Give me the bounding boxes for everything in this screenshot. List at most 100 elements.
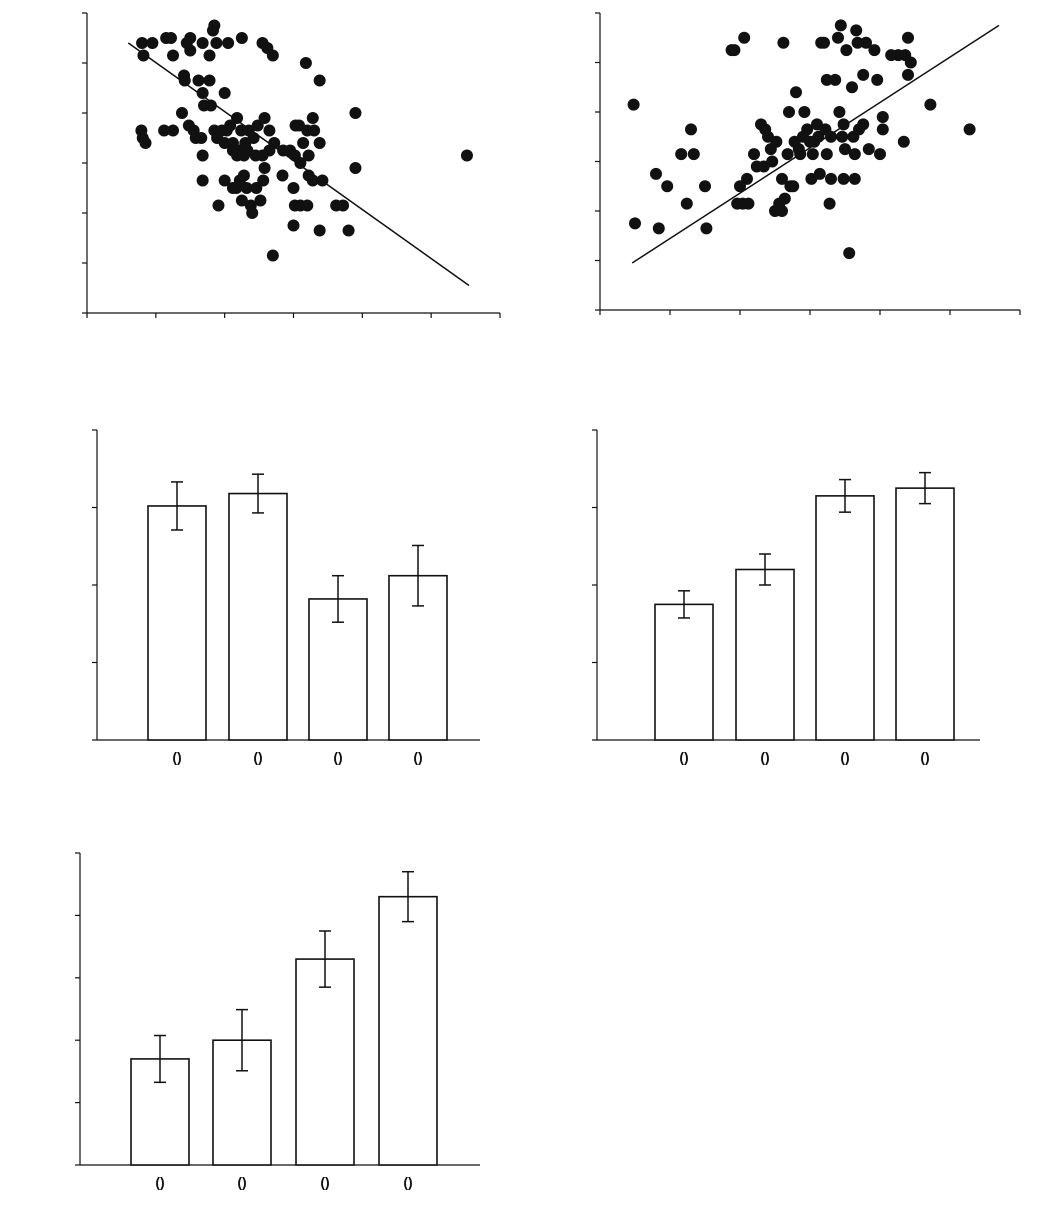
regression-line — [127, 42, 470, 287]
data-point — [850, 24, 863, 37]
data-point — [860, 36, 872, 49]
data-point — [301, 199, 314, 212]
data-point — [650, 167, 662, 180]
category-paren: ( — [403, 1174, 408, 1190]
data-point — [164, 32, 177, 44]
data-point — [837, 172, 850, 185]
category-paren: ) — [408, 1174, 413, 1190]
data-point — [820, 73, 833, 86]
data-point — [629, 217, 641, 230]
x-category-label: () — [920, 749, 929, 765]
data-point — [825, 130, 837, 143]
data-point — [257, 174, 270, 187]
data-point — [139, 137, 152, 149]
data-point — [258, 162, 271, 174]
x-category-label: () — [253, 749, 262, 765]
data-point — [904, 56, 917, 69]
data-point — [203, 74, 216, 87]
category-paren: ( — [333, 749, 338, 765]
data-point — [823, 197, 836, 210]
bar — [654, 603, 714, 741]
data-point — [287, 219, 300, 232]
data-point — [776, 172, 788, 185]
data-point — [203, 49, 216, 62]
data-point — [313, 137, 326, 149]
data-point — [306, 112, 319, 124]
bar — [295, 958, 355, 1166]
data-point — [741, 172, 753, 185]
data-point — [268, 137, 281, 149]
data-point — [254, 194, 267, 207]
category-paren: ( — [320, 1174, 325, 1190]
data-point — [136, 37, 149, 49]
data-point — [276, 169, 289, 182]
data-point — [287, 182, 300, 194]
data-point — [263, 124, 276, 137]
data-point — [813, 167, 826, 180]
category-paren: ( — [679, 749, 684, 765]
data-point — [902, 31, 914, 44]
data-point — [196, 87, 209, 99]
data-point — [770, 135, 783, 148]
category-paren: ( — [172, 749, 177, 765]
data-point — [192, 74, 205, 87]
panel-b — [595, 12, 1021, 315]
data-point — [184, 32, 197, 44]
data-point — [871, 73, 884, 86]
data-point — [801, 123, 814, 136]
panel-a — [82, 12, 501, 318]
data-point — [266, 249, 279, 262]
data-point — [818, 36, 830, 49]
data-point — [231, 112, 244, 124]
bar — [147, 505, 207, 741]
category-paren: ( — [237, 1174, 242, 1190]
data-point — [246, 207, 259, 219]
data-point — [874, 148, 886, 161]
bar — [228, 492, 288, 741]
data-point — [342, 224, 355, 237]
data-point — [777, 36, 790, 49]
data-point — [836, 130, 849, 143]
category-paren: ( — [760, 749, 765, 765]
data-point — [178, 74, 191, 87]
data-point — [652, 222, 665, 235]
data-point — [196, 149, 209, 162]
data-point — [146, 37, 159, 49]
data-point — [240, 182, 253, 194]
category-paren: ) — [258, 749, 263, 765]
data-point — [832, 31, 844, 44]
data-point — [783, 106, 795, 118]
bar — [895, 487, 955, 741]
data-point — [829, 73, 842, 86]
data-point — [167, 124, 180, 137]
category-paren: ( — [413, 749, 418, 765]
x-category-label: () — [237, 1174, 246, 1190]
data-point — [868, 44, 881, 57]
data-point — [876, 123, 889, 136]
data-point — [766, 155, 779, 168]
category-paren: ) — [765, 749, 770, 765]
data-point — [700, 222, 713, 235]
category-paren: ) — [684, 749, 689, 765]
data-point — [313, 74, 326, 87]
data-point — [848, 148, 861, 161]
data-point — [184, 44, 197, 57]
category-paren: ) — [160, 1174, 165, 1190]
data-point — [963, 123, 976, 136]
data-point — [862, 143, 875, 156]
data-point — [851, 36, 864, 49]
data-point — [222, 37, 235, 49]
data-point — [924, 98, 937, 111]
data-point — [235, 32, 248, 44]
data-point — [806, 148, 819, 161]
data-point — [627, 98, 640, 111]
category-paren: ) — [845, 749, 850, 765]
data-point — [247, 132, 260, 144]
regression-line — [631, 24, 1000, 264]
bar — [815, 495, 875, 741]
data-point — [294, 157, 307, 169]
x-category-label: () — [155, 1174, 164, 1190]
panel-d: ()()()() — [592, 429, 980, 765]
data-point — [218, 174, 231, 187]
